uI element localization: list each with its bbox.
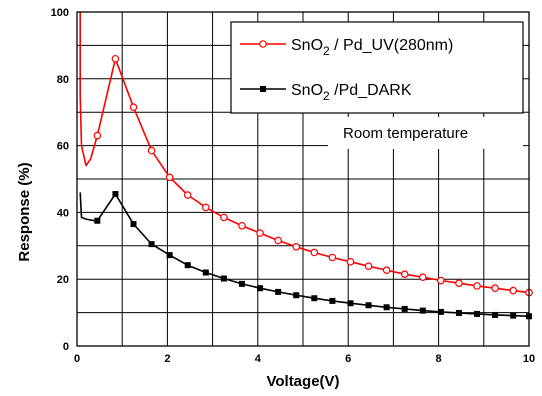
data-point [292, 243, 301, 251]
data-point [437, 308, 444, 315]
data-point [329, 297, 336, 304]
legend-dark-label: SnO2 /Pd_DARK [291, 82, 412, 103]
data-point [382, 266, 391, 274]
data-point [183, 191, 192, 199]
series-uv [79, 12, 533, 297]
x-tick-label: 10 [523, 353, 535, 365]
data-point [455, 309, 462, 316]
plot-frame [76, 11, 530, 347]
data-point [256, 229, 264, 237]
data-point [455, 279, 463, 288]
data-point [238, 280, 245, 287]
data-point [111, 54, 120, 63]
data-point [346, 258, 355, 266]
data-point [418, 273, 427, 281]
data-point [94, 217, 101, 224]
legend: SnO2 / Pd_UV(280nm) SnO2 /Pd_DARK [230, 21, 524, 114]
data-point [419, 307, 426, 314]
data-point [202, 203, 210, 212]
data-point [311, 295, 318, 302]
y-axis-title: Response (%) [16, 162, 33, 261]
data-point [165, 173, 174, 182]
data-point [220, 213, 228, 222]
y-tick-label: 40 [57, 207, 69, 219]
y-tick-label: 0 [63, 341, 69, 353]
x-tick-label: 2 [164, 353, 170, 365]
legend-box [230, 21, 524, 114]
data-point [184, 262, 191, 269]
data-point [112, 191, 119, 198]
y-tick-label: 100 [51, 7, 69, 19]
data-point [491, 284, 499, 293]
x-axis-title: Voltage(V) [266, 373, 339, 390]
x-tick-label: 6 [345, 353, 351, 365]
data-point [202, 269, 209, 276]
data-point [401, 305, 408, 312]
data-point [148, 241, 155, 248]
legend-dark-label-rest: /Pd_DARK [330, 82, 412, 99]
data-point [129, 103, 138, 111]
data-point [93, 131, 102, 140]
data-point [310, 248, 319, 257]
data-point [274, 236, 282, 245]
data-point [365, 302, 372, 309]
legend-dark-label-main: SnO [291, 82, 323, 99]
x-tick-label: 0 [74, 353, 80, 365]
legend-dark-marker [260, 86, 266, 92]
x-tick-label: 4 [255, 353, 262, 365]
data-point [437, 276, 445, 285]
series-line [79, 192, 530, 318]
data-point [364, 262, 373, 270]
legend-uv-label-rest: / Pd_UV(280nm) [330, 37, 454, 54]
data-point [293, 292, 300, 299]
legend-uv-label: SnO2 / Pd_UV(280nm) [291, 37, 453, 58]
data-point [130, 221, 137, 228]
y-tick-label: 60 [57, 141, 69, 153]
data-point [328, 253, 337, 262]
data-point [509, 286, 517, 295]
x-tick-label: 8 [436, 353, 442, 365]
legend-uv-label-main: SnO [291, 37, 323, 54]
annotation: Room temperature [328, 117, 523, 149]
annotation-box [328, 117, 523, 149]
data-point [257, 285, 264, 292]
y-tick-label: 80 [57, 74, 69, 86]
data-point [510, 312, 517, 319]
legend-dark-label-sub: 2 [323, 89, 330, 103]
y-tick-label: 20 [57, 274, 69, 286]
data-point [400, 270, 409, 278]
data-point [166, 252, 173, 259]
data-point [238, 221, 246, 230]
data-point [347, 300, 354, 307]
data-point [474, 310, 481, 317]
series-dark [79, 191, 532, 320]
data-point [383, 304, 390, 311]
data-point [147, 146, 156, 155]
legend-uv-marker [259, 40, 267, 48]
data-point [492, 311, 499, 318]
data-point [275, 288, 282, 295]
legend-uv-label-sub: 2 [323, 44, 330, 58]
annotation-text: Room temperature [343, 125, 468, 142]
data-point [473, 282, 481, 290]
data-point [220, 275, 227, 282]
